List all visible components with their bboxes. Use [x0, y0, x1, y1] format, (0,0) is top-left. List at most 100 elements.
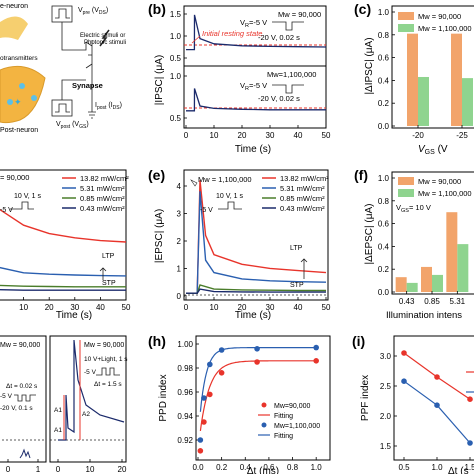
pre-neuron-shape: [0, 16, 28, 40]
panel-letter-c: (c): [354, 1, 371, 17]
f-vgs: VGS= 10 V: [396, 203, 431, 214]
e-ytick-label: 3: [177, 210, 182, 219]
e-xlabel: Time (s): [235, 310, 271, 321]
h-frame: [195, 335, 331, 461]
post-neuron-shape: [0, 65, 46, 124]
g-right-frame: [49, 335, 127, 463]
i-ytick-label: 2.5: [380, 382, 392, 391]
g-right-xtick-label: 0: [56, 465, 61, 474]
b-xtick-label: 20: [238, 131, 247, 140]
b-bottom-vr: VR=-5 V: [240, 81, 267, 92]
label-post-neuron: Post-neuron: [0, 127, 38, 134]
e-xtick-label: 30: [266, 303, 275, 312]
c-ytick-label: 0.0: [378, 122, 390, 131]
label-pre-neuron: e-neuron: [0, 3, 28, 10]
f-frame: [391, 171, 474, 295]
neurotransmitter-dot: [7, 99, 13, 105]
h-xtick-label: 0.4: [240, 463, 252, 472]
e-annot: Mw = 1,100,000: [198, 175, 252, 184]
wire-mid: [61, 79, 86, 100]
panel-b: (b) |IPSC| (μA) Time (s) 1.5 1.0 0.5 1.0 0.…: [148, 1, 331, 155]
panel-c: (c) |ΔIPSC| (μA) 1.0 0.8 0.6 0.4 0.2 0.0 -20 -…: [354, 1, 474, 156]
neurotransmitter-dot: [19, 83, 25, 89]
b-top-ytick-label: 1.0: [170, 32, 182, 41]
e-legend-label: 0.43 mW/cm²: [280, 204, 325, 213]
b-bottom-pulse: -20 V, 0.02 s: [258, 94, 300, 103]
i-point: [434, 402, 440, 409]
i-point: [467, 440, 473, 446]
f-xtick-label: 0.43: [399, 297, 415, 306]
f-bar: [406, 282, 418, 292]
i-ytick-label: 1.5: [380, 442, 392, 451]
h-point: [218, 347, 225, 353]
c-legend-swatch-0: [398, 12, 414, 20]
panel-f: (f) |ΔEPSC| (μA) 1.0 0.8 0.6 0.4 0.2 0.0 0.43…: [354, 167, 474, 321]
g-right-pulse-icon: [96, 367, 120, 376]
f-ytick-label: 0.6: [378, 220, 390, 229]
c-legend-label-1: Mw = 1,100,000: [418, 24, 472, 33]
c-ytick-label: 0.8: [378, 31, 390, 40]
d-legend-label: 0.85 mW/cm²: [80, 194, 125, 203]
e-ytick-label: 2: [177, 237, 182, 246]
h-point: [313, 344, 319, 351]
f-bar: [446, 212, 458, 292]
g-left-xtick-label: 0: [6, 465, 11, 474]
f-legend-swatch-0: [398, 177, 414, 185]
c-bar: [462, 78, 473, 126]
b-resting-arrow: [191, 35, 201, 44]
g-left-pulse: -20 V, 0.1 s: [0, 405, 33, 412]
i-series-line: [403, 380, 471, 444]
h-point: [201, 395, 207, 401]
g-right-annot: Mw = 90,000: [84, 342, 124, 349]
i-point: [401, 378, 407, 385]
f-ylabel: |ΔEPSC| (μA): [364, 204, 375, 265]
label-synapse: Synapse: [72, 81, 103, 90]
h-ytick-label: 0.94: [177, 412, 193, 421]
h-ytick-label: 1.00: [177, 340, 193, 349]
f-xtick-label: 5.31: [450, 297, 466, 306]
e-arrow: [300, 258, 308, 279]
f-bar: [421, 266, 432, 292]
e-ytick-label: 1: [177, 265, 182, 274]
d-xtick-label: 40: [96, 303, 105, 312]
h-legend-label: Fitting: [274, 413, 293, 420]
c-bar: [407, 33, 418, 126]
e-frame: [183, 169, 329, 301]
b-top-ipsc-curve: [186, 14, 327, 51]
g-right-v: -5 V: [84, 369, 97, 376]
h-point: [313, 358, 319, 364]
g-right-xtick-label: 10: [86, 465, 95, 474]
h-fit-line: [199, 360, 317, 431]
current-label: Ipost (IDS): [95, 102, 122, 111]
h-xtick-label: 0.2: [216, 463, 228, 472]
h-xtick-label: 0.0: [192, 463, 204, 472]
panel-letter-h: (h): [148, 333, 166, 349]
i-point: [401, 350, 407, 356]
d-series-line: [0, 288, 126, 291]
h-legend-label: Fitting: [274, 433, 293, 440]
b-bottom-annot: Mw=1,100,000: [267, 70, 316, 79]
h-point: [207, 391, 213, 398]
f-bar: [395, 277, 407, 292]
b-top-vr: VR=-5 V: [240, 18, 267, 29]
b-xtick-label: 40: [294, 131, 303, 140]
panel-letter-e: (e): [148, 167, 165, 183]
i-xlabel: Δt (s: [448, 466, 469, 474]
b-top-ytick-label: 0.5: [170, 54, 182, 63]
g-left-pulse-icon: [14, 394, 36, 402]
g-a1-label: A1: [54, 407, 62, 414]
d-vr: -5 V: [0, 207, 13, 214]
h-ytick-label: 0.96: [177, 388, 193, 397]
panel-a: ✦ e-neuron otransmitters Synapse Post-ne…: [0, 3, 126, 134]
d-legend-label: 0.43 mW/cm²: [80, 204, 125, 213]
h-point: [254, 346, 260, 352]
h-xtick-label: 0.6: [263, 463, 275, 472]
e-xtick-label: 0: [184, 303, 189, 312]
h-legend-label: Mw=90,000: [274, 403, 310, 410]
c-legend-swatch-1: [398, 24, 414, 32]
c-ytick-label: 0.6: [378, 54, 390, 63]
d-xlabel: Time (s): [56, 310, 92, 321]
h-ytick-label: 0.98: [177, 364, 193, 373]
e-ytick-label: 4: [177, 182, 182, 191]
